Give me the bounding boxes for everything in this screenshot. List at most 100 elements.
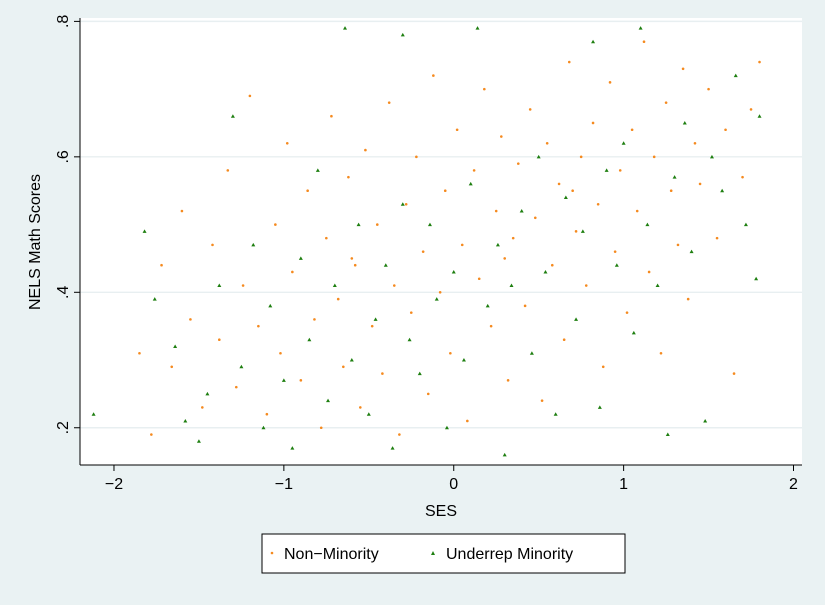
data-point	[285, 141, 289, 145]
data-point	[461, 358, 466, 362]
data-point	[500, 135, 503, 138]
data-point	[189, 318, 192, 321]
legend-label-underrep-minority: Underrep Minority	[446, 546, 573, 563]
data-point	[591, 121, 595, 125]
data-point	[557, 182, 561, 186]
data-point	[460, 243, 464, 247]
data-point	[732, 372, 736, 375]
data-point	[536, 154, 541, 159]
data-point	[689, 249, 694, 254]
legend-marker-non-minority	[270, 551, 274, 555]
data-point	[343, 26, 348, 30]
grid-lines	[80, 20, 802, 429]
data-point	[451, 269, 456, 274]
data-point	[409, 311, 413, 314]
data-point	[571, 189, 574, 193]
data-point	[319, 426, 323, 430]
data-point	[290, 446, 295, 450]
data-point	[438, 290, 442, 294]
data-point	[279, 351, 282, 355]
data-point	[574, 230, 578, 233]
data-point	[325, 236, 328, 240]
data-point	[749, 108, 753, 111]
data-point	[173, 344, 178, 348]
data-point	[579, 155, 583, 159]
y-tick-label: .6	[55, 150, 72, 163]
data-point	[597, 405, 602, 409]
data-point	[584, 284, 588, 287]
data-point	[509, 283, 514, 288]
data-point	[743, 222, 748, 227]
data-point	[443, 189, 447, 193]
data-point	[618, 169, 622, 172]
data-point	[472, 169, 476, 172]
data-point	[741, 175, 744, 179]
data-point	[313, 318, 316, 321]
data-point	[545, 141, 549, 145]
data-point	[580, 229, 585, 233]
data-point	[359, 406, 362, 409]
data-point	[152, 297, 157, 301]
data-point	[495, 242, 500, 247]
data-point	[601, 365, 605, 369]
data-point	[226, 169, 230, 172]
data-point	[392, 284, 396, 287]
data-point	[715, 236, 719, 240]
data-point	[533, 216, 537, 220]
data-point	[631, 330, 636, 335]
data-point	[733, 73, 738, 78]
data-point	[567, 60, 571, 64]
data-point	[241, 284, 245, 287]
data-point	[234, 385, 238, 389]
data-point	[686, 297, 690, 301]
data-point	[196, 439, 201, 443]
data-point	[485, 303, 490, 308]
y-tick-label: .8	[55, 15, 72, 28]
data-point	[757, 114, 762, 118]
data-point	[659, 351, 663, 355]
data-point	[502, 452, 507, 457]
data-point	[349, 358, 354, 362]
data-point	[298, 256, 303, 260]
x-tick-label: 0	[449, 476, 458, 493]
legend-label-non-minority: Non−Minority	[284, 546, 379, 563]
data-point	[709, 154, 714, 159]
data-point	[703, 418, 708, 423]
data-point	[150, 433, 153, 436]
data-point	[707, 87, 710, 91]
data-point	[511, 236, 515, 240]
data-point	[655, 283, 660, 288]
data-point	[375, 223, 379, 226]
data-point	[307, 337, 312, 342]
data-point	[528, 108, 532, 111]
data-point	[574, 317, 579, 321]
legend: Non−Minority Underrep Minority	[261, 533, 626, 574]
data-point	[265, 412, 269, 416]
data-point	[523, 304, 527, 308]
x-tick-label: 1	[619, 476, 628, 493]
data-point	[336, 297, 340, 301]
data-point	[475, 26, 480, 30]
data-point	[281, 378, 286, 382]
data-point	[682, 120, 687, 125]
data-point	[529, 351, 534, 355]
data-point	[138, 351, 141, 355]
data-point	[489, 324, 493, 328]
y-axis-label: NELS Math Scores	[27, 174, 44, 310]
data-point	[239, 364, 244, 369]
data-point	[540, 399, 544, 402]
data-point	[434, 297, 439, 301]
data-point	[421, 250, 425, 253]
data-point	[553, 412, 558, 416]
data-point	[630, 128, 634, 132]
data-point	[483, 87, 486, 91]
data-point	[326, 398, 331, 403]
legend-box	[261, 533, 626, 574]
data-point	[720, 188, 725, 193]
data-point	[652, 155, 656, 159]
data-point	[366, 412, 371, 416]
data-point	[347, 175, 350, 179]
y-tick-label: .4	[55, 286, 72, 299]
data-point	[596, 202, 600, 206]
